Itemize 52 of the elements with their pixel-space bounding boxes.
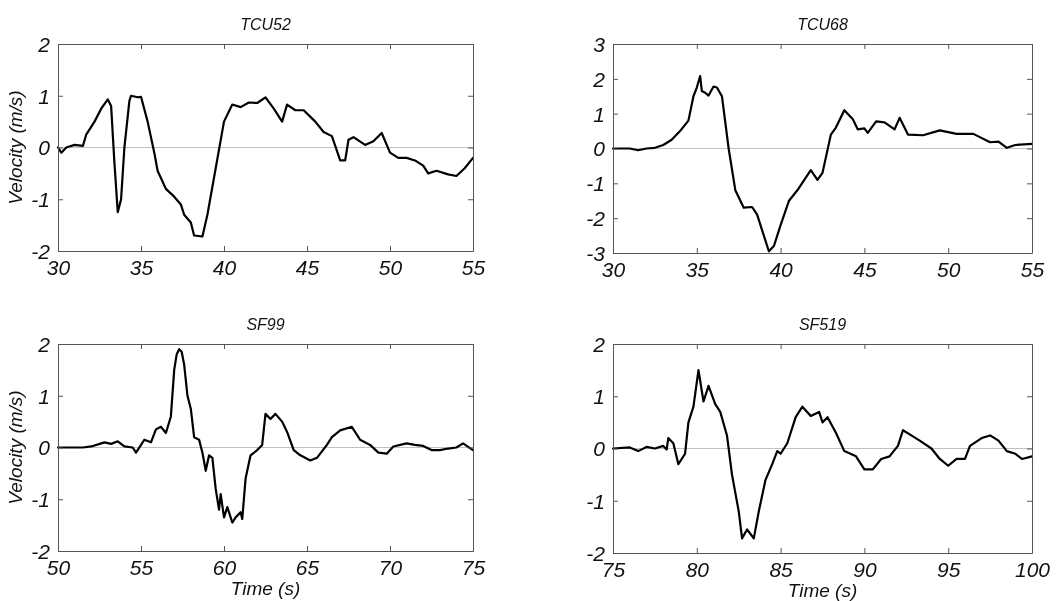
x-tick-label: 85	[769, 557, 794, 581]
chart-title: TCU68	[797, 16, 848, 33]
x-tick-label: 45	[295, 255, 320, 279]
x-tick-label: 45	[853, 257, 877, 281]
x-tick-label: 75	[461, 555, 486, 579]
x-tick-label: 60	[212, 555, 237, 579]
y-axis-title: Velocity (m/s)	[5, 390, 26, 505]
y-tick-label: -2	[586, 207, 606, 231]
x-tick-label: 95	[937, 557, 961, 581]
y-tick-label: 2	[37, 32, 51, 56]
y-tick-label: -1	[31, 188, 50, 212]
x-axis-title: Time (s)	[787, 580, 858, 601]
chart-title: SF519	[798, 316, 847, 333]
y-tick-label: 1	[593, 102, 605, 126]
line-series	[611, 369, 1034, 540]
x-tick-label: 90	[853, 557, 877, 581]
y-tick-label: 0	[38, 136, 51, 160]
y-tick-label: -1	[586, 172, 605, 196]
y-tick-label: -3	[586, 241, 606, 265]
x-tick-label: 65	[295, 555, 320, 579]
x-tick-label: 50	[937, 257, 961, 281]
x-tick-label: 40	[212, 255, 237, 279]
x-tick-label: 40	[769, 257, 794, 281]
y-axis-title: Velocity (m/s)	[5, 90, 26, 205]
x-axis-title: Time (s)	[230, 578, 301, 599]
x-tick-label: 35	[129, 255, 154, 279]
y-tick-label: 1	[38, 384, 50, 408]
y-tick-label: -2	[31, 239, 51, 263]
chart-title: SF99	[246, 316, 285, 333]
x-tick-label: 55	[129, 555, 154, 579]
y-tick-label: -2	[31, 539, 51, 563]
x-tick-label: 55	[1020, 257, 1045, 281]
y-tick-label: 2	[592, 332, 606, 356]
y-tick-label: 2	[592, 67, 606, 91]
x-tick-label: 35	[685, 257, 710, 281]
y-tick-label: 0	[593, 437, 606, 461]
y-tick-label: -1	[31, 488, 50, 512]
y-tick-label: 0	[593, 137, 606, 161]
y-tick-label: 2	[37, 332, 51, 356]
y-tick-label: 1	[593, 385, 605, 409]
x-tick-label: 55	[461, 255, 486, 279]
y-tick-label: -1	[586, 489, 605, 513]
x-tick-label: 100	[1014, 557, 1051, 581]
line-series	[56, 348, 475, 524]
x-tick-label: 70	[378, 555, 403, 579]
chart-title: TCU52	[240, 16, 291, 33]
x-tick-label: 50	[378, 255, 403, 279]
y-tick-label: 3	[593, 32, 606, 56]
y-tick-label: 0	[38, 436, 51, 460]
line-series	[56, 94, 475, 238]
x-tick-label: 80	[685, 557, 710, 581]
y-tick-label: 1	[38, 84, 50, 108]
